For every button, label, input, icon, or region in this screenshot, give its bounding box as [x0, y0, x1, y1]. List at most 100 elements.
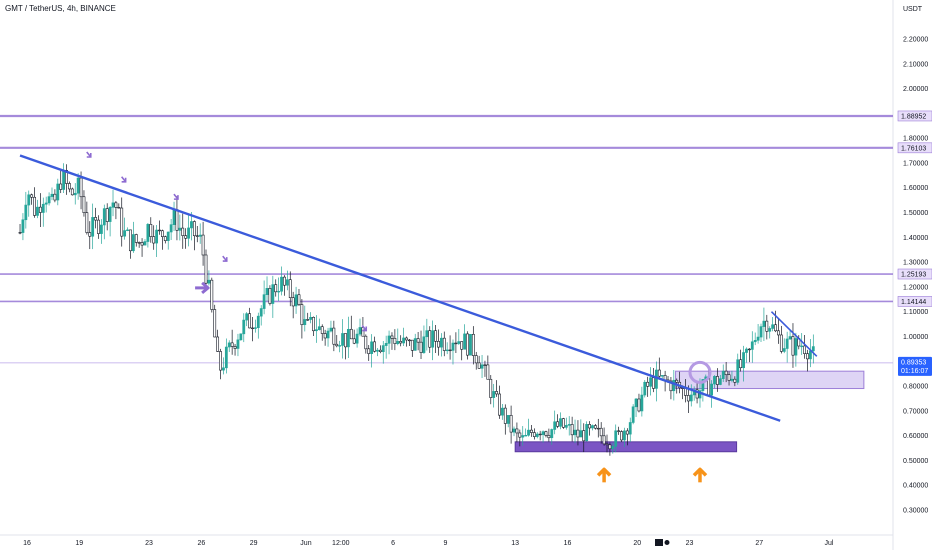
candle — [166, 231, 170, 250]
candle — [570, 416, 574, 442]
candle-body — [88, 232, 92, 237]
candle — [637, 393, 641, 413]
trendline — [770, 311, 818, 357]
candle — [303, 305, 307, 332]
candle — [428, 326, 432, 353]
candle — [242, 313, 246, 343]
candle-body — [21, 219, 25, 233]
candle-body — [187, 227, 190, 239]
candle — [280, 266, 283, 296]
candle-body — [559, 418, 562, 427]
candle-body — [730, 378, 734, 381]
candle — [477, 355, 481, 369]
candle-body — [27, 194, 31, 206]
candle — [85, 201, 89, 235]
arrow-head — [596, 467, 612, 477]
candle — [579, 419, 583, 438]
candle — [495, 380, 498, 397]
candle-body — [47, 196, 51, 204]
candle-body — [349, 328, 353, 340]
candle-body — [396, 341, 400, 344]
candle — [245, 312, 249, 327]
y-tick-label: 0.70000 — [903, 408, 928, 415]
candle-body — [768, 328, 772, 332]
candle-body — [640, 394, 644, 412]
countdown-label: 01:16:07 — [901, 368, 928, 375]
candle-body — [686, 395, 690, 402]
candle — [41, 197, 45, 227]
y-tick-label: 0.30000 — [903, 508, 928, 515]
candle-body — [637, 398, 641, 412]
candle — [550, 428, 554, 445]
candle — [646, 376, 650, 397]
candle-body — [36, 206, 39, 216]
candle — [198, 223, 202, 244]
candle — [56, 178, 60, 206]
candle-body — [288, 279, 292, 298]
candle — [344, 333, 347, 360]
candle-body — [410, 339, 414, 351]
candle — [129, 229, 132, 259]
candle-body — [451, 342, 455, 351]
candle-body — [30, 194, 34, 198]
candle-body — [129, 229, 132, 252]
candle — [393, 329, 397, 351]
candle — [620, 430, 623, 443]
candle-body — [161, 230, 164, 237]
candle — [623, 427, 626, 447]
candle-body — [242, 319, 246, 335]
candle — [256, 312, 260, 339]
candle-body — [747, 348, 751, 351]
candle-body — [291, 297, 295, 307]
candle-body — [236, 339, 240, 349]
candle-body — [809, 350, 812, 360]
candle-body — [425, 330, 429, 338]
candle — [30, 193, 34, 205]
candle-body — [564, 425, 568, 428]
candle — [457, 329, 461, 345]
candle — [73, 183, 77, 205]
candle — [506, 415, 510, 428]
candle-body — [727, 374, 731, 381]
candle-body — [512, 428, 516, 433]
candle — [419, 330, 423, 359]
candle-body — [387, 335, 391, 344]
candle — [114, 200, 118, 220]
arrow-head — [121, 177, 127, 183]
candle — [117, 203, 121, 209]
candle — [567, 416, 571, 436]
candle — [268, 285, 272, 306]
candle-body — [567, 424, 571, 426]
candle — [721, 364, 725, 382]
x-tick-label: 9 — [443, 540, 447, 547]
candle — [155, 225, 158, 257]
candle-body — [422, 336, 426, 353]
candle — [634, 397, 638, 418]
candle-body — [428, 330, 432, 348]
candle — [233, 344, 237, 356]
candle-body — [370, 341, 374, 354]
candle-body — [76, 177, 80, 194]
candle-body — [535, 433, 539, 437]
candle — [463, 324, 467, 350]
trendline — [19, 154, 781, 422]
candle-body — [710, 383, 714, 396]
candle-body — [466, 333, 469, 356]
level-badge-box — [897, 296, 932, 307]
candle — [794, 332, 798, 367]
candle-body — [579, 430, 583, 438]
candle — [192, 220, 196, 251]
candle — [317, 318, 321, 331]
candle — [99, 219, 103, 244]
candle — [152, 225, 156, 250]
candle-body — [329, 327, 333, 332]
candle — [210, 277, 214, 313]
candle — [652, 367, 655, 393]
candle — [524, 428, 528, 437]
candle — [62, 163, 66, 194]
level-badge: 1.76103 — [897, 142, 932, 154]
candle — [657, 357, 661, 379]
candle — [471, 326, 475, 365]
candle — [451, 339, 455, 365]
